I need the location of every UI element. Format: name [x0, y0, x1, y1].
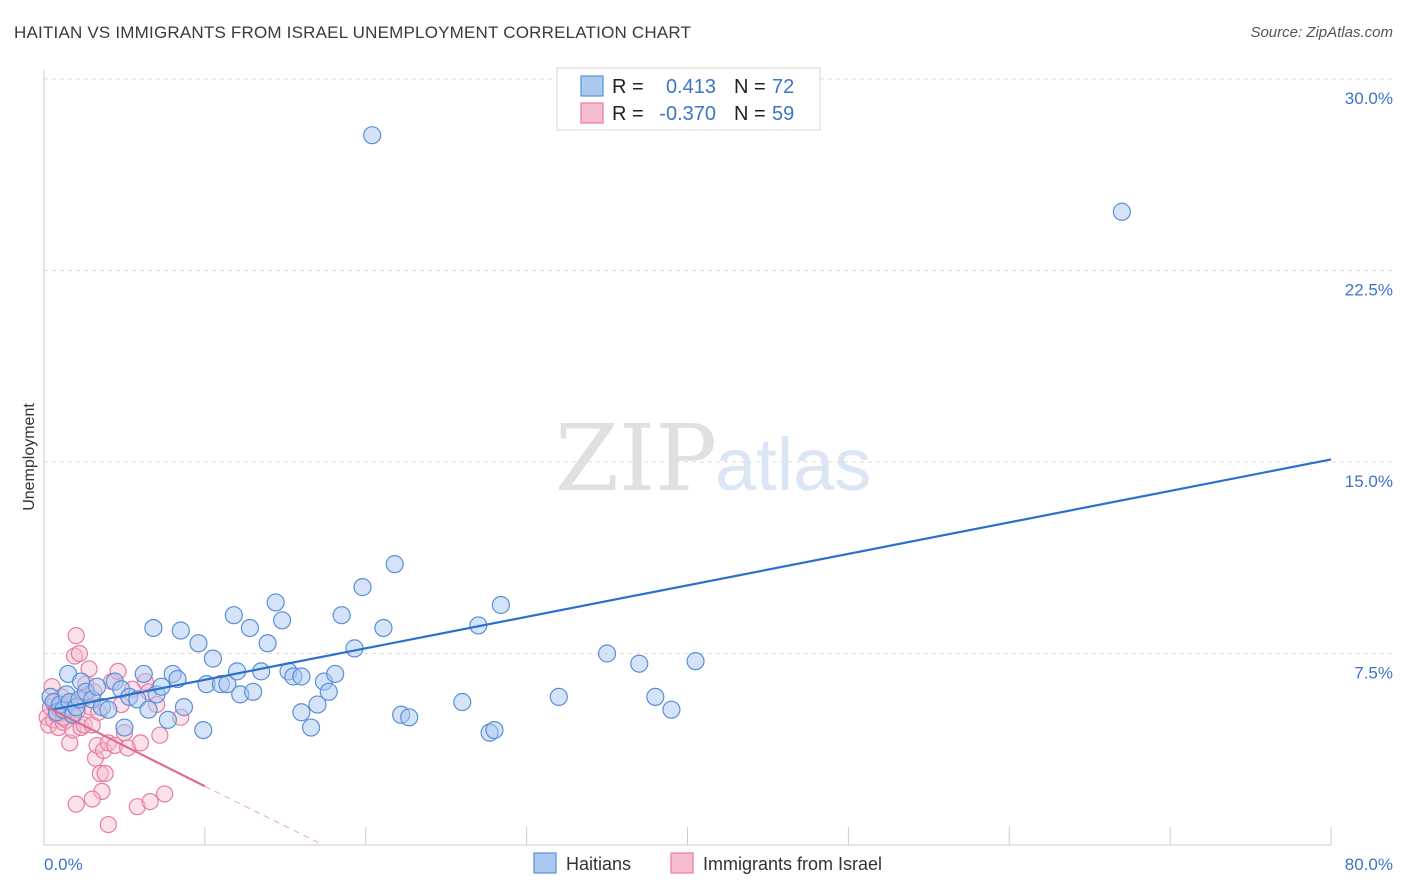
haitian-point-68 — [491, 595, 510, 615]
trend-line-haitian — [51, 458, 1332, 711]
haitian-point-64 — [453, 692, 472, 712]
haitian-point-20 — [115, 718, 134, 737]
haitian-point-45 — [266, 593, 285, 612]
israel-point-57 — [67, 795, 85, 813]
haitian-point-52 — [308, 695, 327, 714]
haitian-point-70 — [597, 644, 617, 663]
haitian-point-74 — [686, 652, 705, 671]
israel-point-52 — [156, 785, 174, 803]
bottom-legend-label-israel: Immigrants from Israel — [703, 854, 882, 874]
trend-lines — [46, 458, 1332, 846]
haitian-point-56 — [332, 606, 351, 625]
haitian-point-51 — [301, 718, 321, 737]
legend-n-value-haitian: 72 — [772, 76, 794, 98]
haitian-point-31 — [174, 698, 194, 717]
correlation-legend: R = 0.413 N = 72 R = -0.370 N = 59 — [556, 67, 821, 131]
israel-point-48 — [141, 792, 159, 811]
bottom-legend-label-haitian: Haitians — [566, 854, 631, 874]
haitian-point-49 — [292, 667, 311, 686]
series-legend: Haitians Immigrants from Israel — [533, 852, 882, 874]
legend-r-label-israel: R = — [612, 103, 644, 125]
haitian-point-71 — [630, 654, 649, 673]
israel-point-51 — [151, 726, 169, 744]
haitian-point-24 — [144, 618, 163, 638]
y-tick-labels: 7.5% 15.0% 22.5% 30.0% — [1345, 89, 1393, 683]
trend-line-israel-extension — [204, 785, 324, 846]
haitian-point-41 — [240, 618, 260, 638]
israel-point-20 — [70, 644, 88, 663]
haitian-point-67 — [485, 720, 504, 740]
haitian-point-30 — [171, 621, 190, 640]
haitian-point-44 — [258, 634, 277, 653]
israel-point-54 — [99, 815, 117, 834]
haitian-point-14 — [87, 677, 107, 696]
israel-point-45 — [128, 798, 146, 816]
grid-lines — [44, 78, 1393, 654]
x-tick-label-max: 80.0% — [1345, 855, 1393, 874]
watermark-zip: ZIP — [555, 405, 717, 512]
haitian-point-23 — [139, 700, 158, 719]
haitian-point-72 — [646, 687, 665, 707]
haitian-point-27 — [158, 710, 177, 729]
series-israel-points — [38, 627, 190, 834]
haitian-point-21 — [128, 690, 147, 709]
haitian-point-73 — [662, 700, 681, 719]
x-ticks — [43, 827, 1332, 845]
haitian-point-32 — [189, 634, 208, 653]
legend-swatch-israel — [580, 102, 604, 124]
haitian-point-61 — [385, 555, 404, 574]
haitian-point-63 — [400, 708, 419, 727]
y-tick-label-3: 30.0% — [1345, 89, 1393, 108]
haitian-point-43 — [252, 662, 271, 681]
haitian-point-46 — [272, 611, 292, 630]
chart-source: Source: ZipAtlas.com — [1250, 24, 1393, 41]
haitian-point-35 — [203, 649, 223, 668]
legend-swatch-haitian — [580, 75, 604, 97]
haitian-point-50 — [292, 703, 311, 722]
watermark-atlas: atlas — [715, 423, 871, 506]
haitian-point-38 — [224, 606, 243, 625]
israel-point-36 — [96, 764, 114, 783]
y-axis-label: Unemployment — [21, 403, 38, 511]
israel-point-26 — [80, 660, 98, 678]
x-tick-label-min: 0.0% — [44, 855, 83, 874]
israel-point-55 — [83, 790, 101, 808]
israel-point-46 — [131, 734, 150, 752]
y-tick-label-2: 22.5% — [1345, 281, 1393, 300]
haitian-point-54 — [319, 682, 338, 701]
legend-n-label-israel: N = — [734, 103, 766, 125]
haitian-point-42 — [244, 682, 263, 701]
bottom-legend-swatch-israel — [670, 852, 694, 874]
y-tick-label-1: 15.0% — [1345, 472, 1393, 491]
y-tick-label-0: 7.5% — [1354, 664, 1393, 683]
bottom-legend-swatch-haitian — [533, 852, 557, 874]
haitian-point-69 — [549, 687, 568, 707]
legend-r-value-haitian: 0.413 — [666, 76, 716, 98]
haitian-point-16 — [99, 700, 118, 719]
israel-point-17 — [65, 647, 84, 665]
israel-point-14 — [61, 734, 79, 752]
legend-n-value-israel: 59 — [772, 103, 794, 125]
legend-r-label-haitian: R = — [612, 76, 644, 98]
haitian-point-59 — [363, 126, 382, 145]
chart-title: HAITIAN VS IMMIGRANTS FROM ISRAEL UNEMPL… — [14, 23, 692, 42]
israel-point-33 — [91, 764, 109, 783]
haitian-point-55 — [326, 664, 345, 684]
haitian-point-58 — [353, 578, 372, 597]
israel-point-18 — [67, 627, 85, 645]
legend-n-label-haitian: N = — [734, 76, 766, 98]
trend-line-israel — [46, 706, 206, 788]
haitian-point-22 — [134, 664, 153, 684]
legend-r-value-israel: -0.370 — [659, 103, 716, 125]
haitian-point-75 — [1112, 202, 1131, 221]
haitian-point-33 — [194, 720, 213, 740]
haitian-point-60 — [374, 618, 393, 638]
